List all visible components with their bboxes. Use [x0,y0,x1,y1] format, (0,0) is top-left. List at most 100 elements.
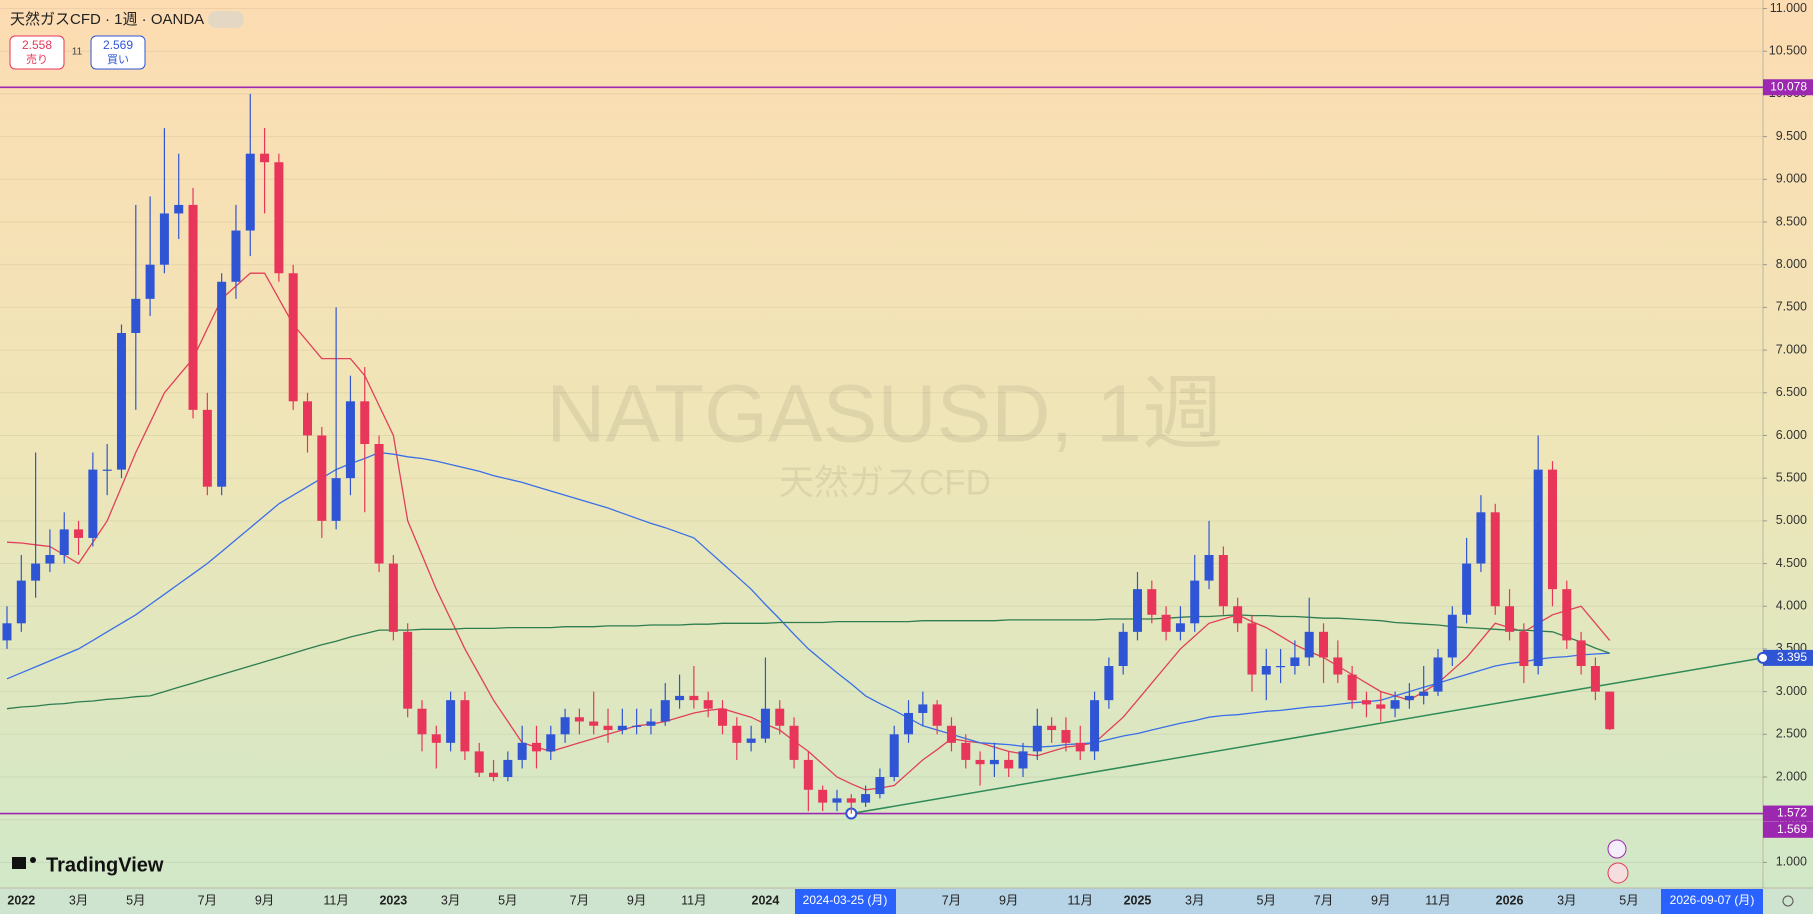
cursor-date: 2024-03-25 (月) [803,893,888,907]
candle-body [531,742,541,752]
candle-body [74,529,84,538]
candle-body [1433,657,1443,692]
x-tick-label: 2023 [379,893,407,907]
candle-body [1004,759,1014,769]
alert-icon[interactable] [1607,839,1627,859]
indicator-toggle[interactable] [208,11,244,28]
candle-body [832,798,842,803]
x-tick-label: 7月 [1314,893,1333,907]
price-label-box [1763,821,1813,838]
buy-button[interactable] [90,35,146,70]
candle-body [718,708,727,726]
candle-body [102,469,112,471]
y-tick-label: 5.000 [1776,513,1807,527]
x-tick-label: 2026 [1496,893,1524,907]
trendline-anchor [1757,651,1769,664]
candle-body [1190,580,1200,624]
candle-body [1132,589,1142,632]
candle-body [975,759,985,765]
buy-label: 買い [107,53,129,66]
x-tick-label: 3月 [441,893,460,907]
candle-body [1047,725,1057,731]
price-label-box [1763,649,1813,666]
candle-body [345,401,355,479]
candle-body [675,695,685,701]
candle-body [1519,631,1529,666]
candle-body [1161,614,1171,632]
candle-body [460,700,470,752]
candle-body [474,751,484,773]
moving-average [6,451,1610,748]
x-tick-label: 3月 [69,893,88,907]
candle-body [732,725,742,743]
candle-body [403,631,413,709]
y-tick-label: 7.500 [1776,300,1807,314]
trendline [851,657,1764,815]
candle-body [2,623,12,641]
candle-body [517,742,527,760]
settings-icon[interactable] [1782,895,1794,907]
candle-body [1304,631,1314,658]
candle-body [417,708,427,735]
price-label: 1.569 [1777,822,1807,836]
candle-body [1175,623,1185,632]
candle-body [1490,512,1500,607]
x-tick-label: 11月 [1068,893,1093,907]
candle-body [431,734,441,743]
candle-body [746,738,756,743]
candle-body [803,759,813,790]
candle-body [1476,512,1486,564]
x-tick-label: 7月 [198,893,217,907]
y-tick-label: 9.000 [1776,172,1807,186]
candle-body [918,704,928,713]
candle-body [574,717,584,722]
candle-body [760,708,770,739]
candle-body [360,401,370,444]
cursor-date-box [795,889,896,914]
branding: TradingView [46,854,164,876]
x-tick-label: 9月 [1371,893,1390,907]
price-label-box [1763,79,1813,96]
candle-body [1462,563,1472,615]
candle-body [1032,725,1042,752]
candle-body [1590,666,1600,692]
candle-body [703,700,713,709]
candle-body [861,794,871,803]
candle-body [260,153,270,163]
x-tick-label: 11月 [323,893,348,907]
candle-body [961,742,971,760]
events-icon[interactable] [1607,862,1629,884]
sell-label: 売り [26,53,48,66]
candle-body [689,695,699,701]
y-tick-label: 11.000 [1770,1,1807,15]
watermark-title: NATGASUSD, 1週 [546,369,1223,460]
candle-body [818,789,828,803]
candle-body [1261,666,1271,675]
candle-body [288,273,298,402]
candle-body [889,734,899,777]
logo-dot [30,857,36,863]
candle-body [1075,742,1085,752]
candle-body [88,469,98,538]
candle-body [1290,657,1300,666]
candle-body [274,162,284,274]
candle-body [388,563,398,632]
candle-body [1276,666,1286,668]
y-tick-label: 5.500 [1776,470,1807,484]
candle-body [1233,606,1243,624]
candle-body [946,725,956,743]
sell-button[interactable] [9,35,65,70]
price-label-box [1763,805,1813,822]
x-tick-label: 9月 [255,893,274,907]
y-tick-label: 1.000 [1776,855,1807,869]
x-tick-label: 9月 [627,893,646,907]
x-tick-label: 5月 [1619,893,1638,907]
x-tick-label: 3月 [1185,893,1204,907]
spread: 11 [72,47,83,58]
x-tick-label: 9月 [999,893,1018,907]
price-label: 10.078 [1770,79,1807,93]
candle-body [217,281,227,487]
y-tick-label: 2.000 [1776,769,1807,783]
